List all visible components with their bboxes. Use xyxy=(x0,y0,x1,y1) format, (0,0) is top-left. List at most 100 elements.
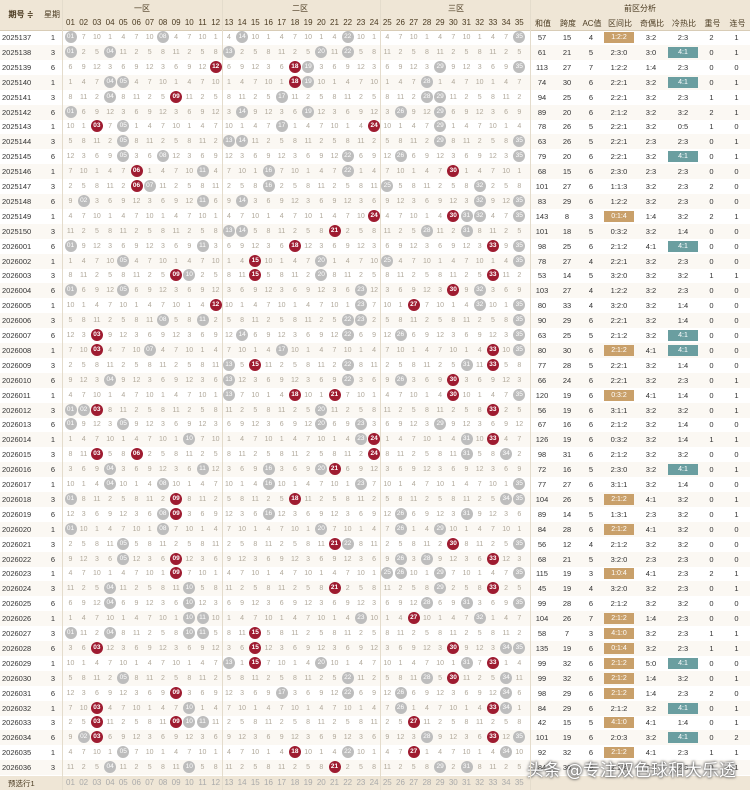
miss-count: 6 xyxy=(81,644,86,652)
miss-count: 3 xyxy=(464,555,469,563)
table-row[interactable]: 2025148 6 9 02 3 6 9 12 3 6 9 12 11 6 9 14 3 6 9 12 3 6 9 12 3 6 9… xyxy=(0,193,750,209)
table-row[interactable]: 2026032 1 7 10 03 4 7 10 1 4 7 10 1 4 7 10 1 4 7 10 1 4 7 10 1 4 7… xyxy=(0,700,750,716)
miss-count: 10 xyxy=(356,391,365,399)
miss-count: 10 xyxy=(462,34,471,41)
miss-count: 7 xyxy=(438,704,443,712)
miss-count: 6 xyxy=(411,332,416,339)
miss-count: 12 xyxy=(66,689,75,697)
table-row[interactable]: 2026035 1 4 7 10 1 05 7 10 1 4 7 10 1 4 7 10 1 4 18 10 1 4 22 10… xyxy=(0,745,750,760)
drawn-ball: 03 xyxy=(90,716,103,729)
consecutive-cell: 1 xyxy=(734,33,739,42)
table-row[interactable]: 2025143 1 10 1 03 7 05 1 4 7 10 1 4 7 10 1 4 7 17 1 4 7 10 1 4 24… xyxy=(0,119,750,134)
miss-count: 6 xyxy=(517,689,522,697)
table-row[interactable]: 2026026 1 1 4 7 10 1 4 7 10 1 10 11 10 1 4 7 10 1 4 7 10 1 4 23 1… xyxy=(0,611,750,627)
table-row[interactable]: 2025137 1 01 7 10 1 4 7 10 08 4 7 10 1 4 14 10 1 4 7 10 1 4 22 1… xyxy=(0,30,750,45)
miss-count: 10 xyxy=(330,659,339,667)
table-row[interactable]: 2026031 6 12 3 6 9 12 3 6 9 09 3 6 9 12 3 6 9 17 3 6 9 12 22 6 9 1… xyxy=(0,686,750,701)
table-row[interactable]: 2025142 6 01 6 9 12 3 6 9 12 3 6 9 12 3 14 9 12 3 6 19 12 3 6 9 1… xyxy=(0,104,750,120)
table-row[interactable]: 2026001 6 01 9 12 3 6 9 12 3 6 9 11 3 6 9 12 3 6 18 12 3 6 9 12 3… xyxy=(0,239,750,254)
drawn-ball: 30 xyxy=(447,671,460,684)
table-row[interactable]: 2026027 3 01 11 2 04 8 11 2 5 8 10 11 5 8 11 15 5 8 11 2 5 8 11… xyxy=(0,626,750,641)
week-cell: 3 xyxy=(50,137,56,147)
table-row[interactable]: 2026009 3 2 5 8 11 2 5 8 11 2 5 8 11 13 5 15 11 2 5 8 11 2 22 8 1… xyxy=(0,358,750,373)
table-row[interactable]: 2026011 1 4 7 10 1 4 7 10 1 4 7 10 1 13 7 10 1 4 18 10 1 21 7 10… xyxy=(0,388,750,403)
miss-count: 5 xyxy=(398,183,403,190)
table-row[interactable]: 2025140 1 1 4 7 04 05 4 7 10 1 4 7 10 1 4 7 10 1 18 19 10 1 4 7 1… xyxy=(0,74,750,90)
miss-count: 3 xyxy=(451,510,456,518)
zone-ratio-cell: 2:1:2 xyxy=(604,672,634,684)
week-header: 星期 xyxy=(44,10,60,19)
table-row[interactable]: 2026013 6 01 9 12 3 05 9 12 3 6 9 12 3 6 9 12 3 6 9 12 20 6 9 23… xyxy=(0,417,750,432)
table-row[interactable]: 2026012 3 01 02 03 8 11 2 5 8 11 2 5 8 11 2 5 8 11 2 5 20 11 2 5… xyxy=(0,402,750,418)
zone-ratio-cell: 2:0:3 xyxy=(610,733,628,743)
miss-count: 12 xyxy=(277,510,286,518)
sum-cell: 99 xyxy=(537,599,547,609)
table-row[interactable]: 2026017 1 10 1 4 04 10 1 4 08 10 1 4 7 10 1 4 16 10 1 4 7 10 1 2… xyxy=(0,477,750,492)
miss-count: 3 xyxy=(385,644,390,652)
table-row[interactable]: 2026020 1 01 10 1 4 7 10 1 08 7 10 1 4 7 10 1 4 7 10 1 20 7 10 1… xyxy=(0,521,750,537)
table-row[interactable]: 2026034 6 9 02 03 6 9 12 3 6 9 12 3 6 9 12 3 6 9 12 3 6 9 12 3 6 9… xyxy=(0,730,750,746)
table-row[interactable]: 2025145 6 12 3 6 9 05 3 6 08 12 3 6 9 12 3 6 9 12 3 6 9 12 22 6 9… xyxy=(0,149,750,164)
table-row[interactable]: 2025138 3 01 2 5 04 11 2 5 8 11 2 5 8 13 2 5 8 11 2 5 20 11 22 5… xyxy=(0,44,750,60)
period-cell: 2026034 xyxy=(2,733,32,743)
miss-count: 7 xyxy=(226,525,231,533)
miss-count: 1 xyxy=(451,302,456,310)
table-row[interactable]: 2026021 3 2 5 8 11 05 5 8 11 2 5 8 11 2 5 8 11 2 5 8 11 21 22 8 1… xyxy=(0,537,750,552)
miss-count: 7 xyxy=(108,123,113,131)
table-row[interactable]: 2026029 1 10 1 4 7 10 1 4 7 10 1 4 7 13 1 15 7 10 1 4 20 10 1 4 7… xyxy=(0,656,750,671)
miss-count: 3 xyxy=(385,287,390,295)
table-row[interactable]: 2026028 6 3 6 03 12 3 6 9 12 3 6 9 12 3 6 15 12 3 6 9 12 3 6 9 12… xyxy=(0,640,750,656)
drawn-ball: 23 xyxy=(354,284,367,297)
table-row[interactable]: 2026010 6 9 12 3 04 9 12 3 6 9 12 3 6 13 12 3 6 9 12 3 6 9 22 3 6… xyxy=(0,372,750,388)
miss-count: 2 xyxy=(372,674,377,682)
table-row[interactable]: 2026022 6 9 12 3 6 05 12 3 6 09 12 3 6 9 12 3 6 9 12 3 6 9 12 3 6… xyxy=(0,551,750,567)
repeat-cell: 0 xyxy=(709,241,714,251)
zone-ratio-cell: 1:3:1 xyxy=(610,509,628,519)
table-row[interactable]: 2025139 6 6 9 12 3 6 9 12 3 6 9 12 12 6 9 12 3 6 18 19 3 6 9 12 3… xyxy=(0,60,750,75)
miss-count: 2 xyxy=(464,630,469,637)
miss-count: 9 xyxy=(160,689,165,697)
preselect-row-label[interactable]: 预选行1 xyxy=(8,779,35,788)
table-row[interactable]: 2026005 1 10 1 4 7 10 1 4 7 10 1 4 12 10 1 4 7 10 1 4 7 10 1 23 7… xyxy=(0,298,750,313)
table-row[interactable]: 2026007 6 12 3 03 9 12 3 6 9 12 3 6 9 12 14 6 9 12 3 6 9 12 22 6… xyxy=(0,328,750,343)
miss-count: 4 xyxy=(517,659,522,667)
zone-ratio-cell: 2:2:1 xyxy=(610,77,628,87)
table-row[interactable]: 2025141 3 8 11 2 04 8 11 2 5 09 11 2 5 8 11 2 5 17 11 2 5 8 11 2… xyxy=(0,90,750,105)
miss-count: 2 xyxy=(240,764,245,772)
table-row[interactable]: 2026016 6 3 6 9 04 3 6 9 12 3 6 11 12 3 6 9 16 3 6 9 20 21 6 9 12… xyxy=(0,462,750,478)
table-row[interactable]: 2026018 3 01 8 11 2 5 8 11 2 09 8 11 2 5 8 11 2 5 18 11 2 5 8 11… xyxy=(0,491,750,507)
cold-hot-cell: 4:1 xyxy=(668,46,698,58)
table-row[interactable]: 2025144 3 5 8 11 2 05 8 11 2 5 8 11 2 13 14 11 2 5 8 11 2 5 8 11… xyxy=(0,134,750,150)
table-row[interactable]: 2026033 3 2 5 03 11 2 5 8 11 09 10 11 11 2 5 8 11 2 5 8 11 2 5 8… xyxy=(0,715,750,730)
table-row[interactable]: 2026023 1 4 7 10 1 4 7 10 1 09 7 10 1 4 7 10 1 4 7 10 1 4 7 10 1 2… xyxy=(0,566,750,581)
miss-count: 11 xyxy=(146,674,154,682)
table-row[interactable]: 2026025 6 6 9 12 04 6 9 12 3 6 10 12 3 6 9 12 3 6 9 12 3 6 9 12 3… xyxy=(0,596,750,611)
drawn-ball: 02 xyxy=(77,194,90,207)
table-row[interactable]: 2026030 3 5 8 11 2 05 8 11 2 5 8 11 2 5 8 11 2 5 8 11 2 5 22 11 2… xyxy=(0,670,750,686)
span-cell: 26 xyxy=(562,614,572,624)
miss-count: 9 xyxy=(477,332,482,339)
analysis-col-header: 奇偶比 xyxy=(640,19,664,28)
table-row[interactable]: 2025147 3 2 5 8 11 2 06 07 11 2 5 8 11 2 5 8 16 2 5 8 11 2 5 8 11… xyxy=(0,179,750,194)
table-row[interactable]: 2026024 3 11 2 5 04 11 2 5 8 11 10 5 8 11 2 5 8 11 2 5 8 21 2 5 8… xyxy=(0,581,750,597)
table-row[interactable]: 2026003 3 8 11 2 5 8 11 2 5 09 10 2 5 8 11 15 5 8 11 2 20 8 11 2… xyxy=(0,268,750,283)
table-row[interactable]: 2026002 1 1 4 7 10 05 4 7 10 1 4 7 10 1 4 15 10 1 4 7 20 1 4 7 10… xyxy=(0,253,750,269)
miss-count: 9 xyxy=(332,734,337,742)
miss-count: 12 xyxy=(238,555,246,563)
table-row[interactable]: 2025150 3 11 2 5 8 11 2 5 8 11 2 5 8 13 14 5 8 11 2 5 8 21 2 5 8 1… xyxy=(0,223,750,239)
period-header[interactable]: 期号 ≑ xyxy=(8,10,34,19)
table-row[interactable]: 2026015 3 8 11 03 5 8 06 2 5 8 11 2 5 8 11 2 5 8 11 2 5 8 11 2 24… xyxy=(0,447,750,462)
table-row[interactable]: 2026036 3 11 2 5 04 11 2 5 8 11 10 5 8 11 2 5 8 11 2 5 8 21 2 5 8… xyxy=(0,760,750,776)
table-row[interactable]: 2025146 1 7 10 1 4 7 06 1 4 7 10 11 4 7 10 1 16 7 10 1 4 7 22 1 4… xyxy=(0,164,750,180)
table-row[interactable]: 2026006 3 5 8 11 2 5 8 11 08 5 8 11 2 5 8 11 2 5 8 11 2 5 22 23 2… xyxy=(0,313,750,329)
number-header: 21 xyxy=(330,18,339,27)
table-row[interactable]: 2026019 6 12 3 6 9 12 3 6 08 09 3 6 9 12 3 6 16 12 3 6 9 12 3 6 9… xyxy=(0,507,750,522)
table-row[interactable]: 2025149 1 4 7 10 1 4 7 10 1 4 7 10 1 4 7 10 1 4 7 10 1 4 7 10 24 4… xyxy=(0,209,750,224)
table-row[interactable]: 2026008 1 7 10 03 4 7 10 07 4 7 10 1 4 7 10 1 4 17 10 1 4 7 10 1… xyxy=(0,342,750,358)
table-row[interactable]: 2026004 6 01 6 9 12 05 6 9 12 3 6 9 12 3 6 9 12 3 6 9 12 3 6 23 1… xyxy=(0,283,750,299)
miss-count: 4 xyxy=(266,525,271,533)
number-header: 08 xyxy=(158,18,168,27)
table-row[interactable]: 2026014 1 1 4 7 10 1 4 7 10 1 10 7 10 1 4 7 10 1 4 7 10 1 4 23 24… xyxy=(0,432,750,448)
miss-count: 1 xyxy=(68,615,73,623)
miss-count: 1 xyxy=(517,168,522,176)
